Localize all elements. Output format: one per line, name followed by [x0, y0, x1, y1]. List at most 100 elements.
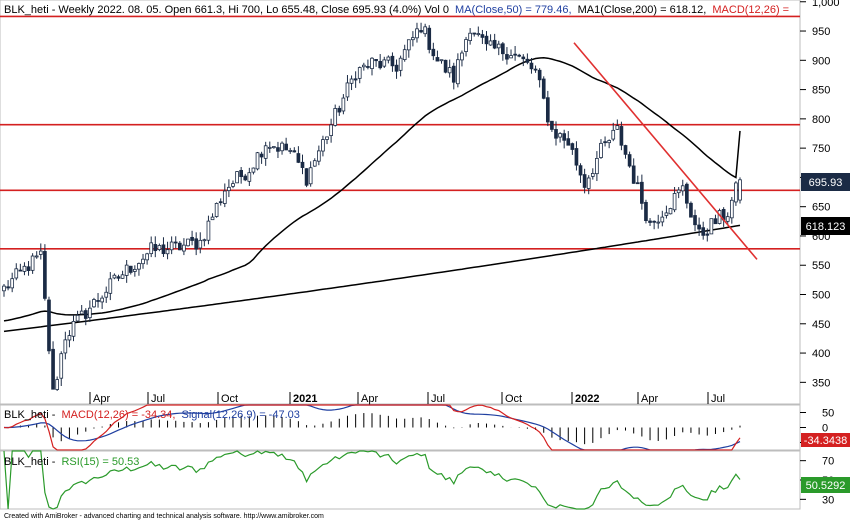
candle-body: [685, 183, 689, 204]
candle-body: [541, 78, 546, 99]
candle-body: [22, 265, 27, 272]
candle-body: [713, 218, 718, 225]
time-axis-label: 2022: [575, 393, 599, 405]
candle-body: [333, 108, 338, 126]
candle-body: [734, 182, 738, 203]
price-axis-label: 550: [812, 260, 830, 272]
candle-body: [517, 54, 522, 57]
candle-body: [476, 33, 481, 35]
candle-body: [664, 212, 669, 216]
price-panel: 1,00095090085080075070065060055050045040…: [0, 0, 850, 405]
time-axis-label: Apr: [361, 393, 378, 405]
candle-body: [186, 238, 190, 247]
candle-body: [701, 227, 706, 236]
candle-body: [100, 297, 104, 303]
candle-body: [595, 158, 599, 175]
candle-body: [38, 250, 43, 255]
candle-body: [460, 52, 464, 61]
candle-body: [521, 56, 526, 60]
price-axis-label: 350: [812, 377, 830, 389]
price-axis-label: 400: [812, 348, 830, 360]
candle-body: [456, 59, 460, 85]
candle-body: [370, 57, 374, 70]
candle-body: [337, 107, 342, 113]
candle-body: [725, 216, 730, 222]
rsi-line: [3, 450, 741, 510]
candle-body: [631, 165, 636, 184]
candle-body: [676, 189, 681, 194]
candle-body: [668, 208, 673, 215]
price-axis-label: 750: [812, 143, 830, 155]
candle-body: [729, 199, 734, 219]
candle-body: [190, 236, 194, 241]
candle-body: [247, 172, 252, 182]
candle-body: [182, 244, 186, 252]
macd-legend-macd: MACD(12,26) = -34.34,: [61, 409, 175, 421]
candle-body: [566, 138, 571, 146]
candle-body: [263, 145, 268, 159]
rsi-badge: 50.5292: [801, 477, 850, 493]
candle-body: [214, 203, 219, 217]
candle-body: [615, 125, 620, 130]
candle-body: [357, 67, 362, 79]
candle-body: [689, 202, 693, 218]
rsi-legend-symbol: BLK_heti -: [4, 456, 56, 468]
candle-body: [124, 264, 129, 276]
time-axis-label: Jul: [711, 393, 725, 405]
candle-body: [251, 167, 256, 173]
candle-body: [705, 233, 710, 236]
candle-body: [210, 216, 215, 221]
candle-body: [288, 150, 293, 152]
time-axis-label: Jul: [431, 393, 445, 405]
candle-body: [92, 299, 96, 308]
ma200-badge-label: 618.123: [806, 221, 846, 233]
candle-body: [680, 185, 685, 192]
candle-body: [349, 78, 354, 84]
candle-body: [67, 335, 72, 341]
candle-body: [464, 39, 468, 52]
time-axis-label: Oct: [505, 393, 522, 405]
candle-body: [509, 55, 513, 59]
candle-body: [128, 265, 133, 273]
candle-body: [423, 26, 427, 35]
candle-body: [402, 49, 407, 61]
candle-body: [353, 78, 358, 81]
candle-body: [378, 60, 383, 69]
candle-body: [280, 142, 284, 152]
candle-body: [738, 179, 742, 201]
price-axis-label: 500: [812, 290, 830, 302]
candle-body: [640, 181, 644, 204]
candle-body: [582, 174, 587, 188]
candle-body: [194, 238, 199, 250]
candle-body: [558, 133, 562, 138]
candle-body: [386, 56, 391, 61]
time-axis-label: Oct: [221, 393, 238, 405]
candle-body: [10, 278, 15, 289]
candle-body: [157, 245, 162, 250]
macd-axis-label: 50: [822, 408, 834, 420]
trend-line: [573, 42, 758, 260]
candle-body: [366, 66, 370, 68]
candle-body: [317, 150, 321, 162]
legend-symbol-info: BLK_heti - Weekly 2022. 08. 05. Open 661…: [4, 4, 449, 16]
candle-body: [382, 59, 387, 67]
candle-body: [259, 153, 264, 158]
time-axis-label: 2021: [293, 393, 317, 405]
price-axis-label: 1,000: [812, 0, 840, 9]
candle-body: [329, 124, 333, 136]
candle-body: [312, 160, 317, 167]
price-axis-label: 800: [812, 114, 830, 126]
candle-body: [227, 186, 231, 191]
downtrend-line: [573, 42, 758, 260]
candle-body: [325, 136, 329, 140]
candle-body: [451, 65, 456, 83]
candle-body: [599, 142, 603, 158]
candle-body: [137, 263, 141, 270]
macd-badge-label: -34.3438: [804, 435, 847, 447]
candle-body: [472, 32, 477, 35]
candle-body: [537, 69, 542, 81]
candle-body: [501, 43, 505, 55]
candle-body: [611, 129, 616, 140]
candle-body: [635, 182, 640, 185]
candle-body: [411, 37, 415, 41]
